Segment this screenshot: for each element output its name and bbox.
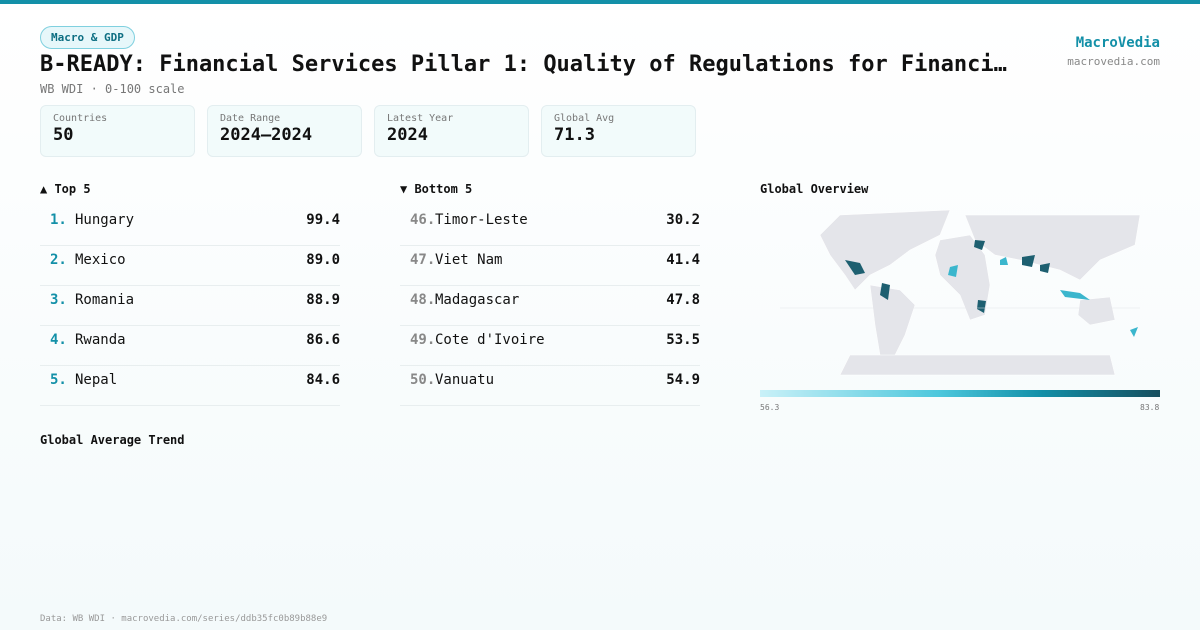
bottom-heading: ▼ Bottom 5 <box>400 182 473 196</box>
stat-card: Latest Year 2024 <box>374 105 529 157</box>
stat-value: 2024–2024 <box>220 125 313 145</box>
country: Mexico <box>75 252 126 268</box>
stat-card: Global Avg 71.3 <box>541 105 696 157</box>
world-map <box>780 209 1141 376</box>
country: Viet Nam <box>435 252 503 268</box>
score: 84.6 <box>306 372 340 388</box>
stat-card: Countries 50 <box>40 105 195 157</box>
stat-card: Date Range 2024–2024 <box>207 105 362 157</box>
scale-min: 56.3 <box>760 403 780 412</box>
top-bar <box>0 0 1200 4</box>
score: 41.4 <box>666 252 700 268</box>
scale-max: 83.8 <box>1140 403 1160 412</box>
rank-row: 48. Madagascar 47.8 <box>400 286 700 326</box>
rank: 49. <box>410 332 436 348</box>
country: Hungary <box>75 212 135 228</box>
country: Vanuatu <box>435 372 495 388</box>
score: 53.5 <box>666 332 700 348</box>
stat-label: Latest Year <box>387 113 454 124</box>
rank-row: 2. Mexico 89.0 <box>40 246 340 286</box>
site[interactable]: macrovedia.com <box>1067 55 1160 68</box>
stat-value: 50 <box>53 125 74 145</box>
subtitle: WB WDI · 0-100 scale <box>40 82 185 96</box>
stat-value: 71.3 <box>554 125 595 145</box>
top-heading: ▲ Top 5 <box>40 182 91 196</box>
score: 86.6 <box>306 332 340 348</box>
score: 88.9 <box>306 292 340 308</box>
rank-row: 5. Nepal 84.6 <box>40 366 340 406</box>
rank: 50. <box>410 372 436 388</box>
rank: 5. <box>50 372 67 388</box>
country: Cote d'Ivoire <box>435 332 545 348</box>
score: 54.9 <box>666 372 700 388</box>
rank: 2. <box>50 252 67 268</box>
country: Madagascar <box>435 292 520 308</box>
country: Nepal <box>75 372 118 388</box>
country: Romania <box>75 292 135 308</box>
brand[interactable]: MacroVedia <box>1075 35 1160 51</box>
rank-row: 50. Vanuatu 54.9 <box>400 366 700 406</box>
rank: 4. <box>50 332 67 348</box>
stat-label: Global Avg <box>554 113 615 124</box>
score: 30.2 <box>666 212 700 228</box>
map-heading: Global Overview <box>760 182 869 196</box>
footer: Data: WB WDI · macrovedia.com/series/ddb… <box>40 614 328 624</box>
page-title: B-READY: Financial Services Pillar 1: Qu… <box>40 52 1007 77</box>
score: 99.4 <box>306 212 340 228</box>
stat-label: Date Range <box>220 113 281 124</box>
color-scale <box>760 390 1160 397</box>
rank: 48. <box>410 292 436 308</box>
category-badge[interactable]: Macro & GDP <box>40 26 135 49</box>
rank-row: 1. Hungary 99.4 <box>40 206 340 246</box>
score: 47.8 <box>666 292 700 308</box>
country: Timor-Leste <box>435 212 528 228</box>
country: Rwanda <box>75 332 126 348</box>
rank: 47. <box>410 252 436 268</box>
rank-row: 4. Rwanda 86.6 <box>40 326 340 366</box>
rank: 1. <box>50 212 67 228</box>
rank: 46. <box>410 212 436 228</box>
trend-heading: Global Average Trend <box>40 433 185 447</box>
stat-label: Countries <box>53 113 108 124</box>
rank: 3. <box>50 292 67 308</box>
rank-row: 46. Timor-Leste 30.2 <box>400 206 700 246</box>
rank-row: 49. Cote d'Ivoire 53.5 <box>400 326 700 366</box>
stat-value: 2024 <box>387 125 428 145</box>
rank-row: 47. Viet Nam 41.4 <box>400 246 700 286</box>
score: 89.0 <box>306 252 340 268</box>
rank-row: 3. Romania 88.9 <box>40 286 340 326</box>
